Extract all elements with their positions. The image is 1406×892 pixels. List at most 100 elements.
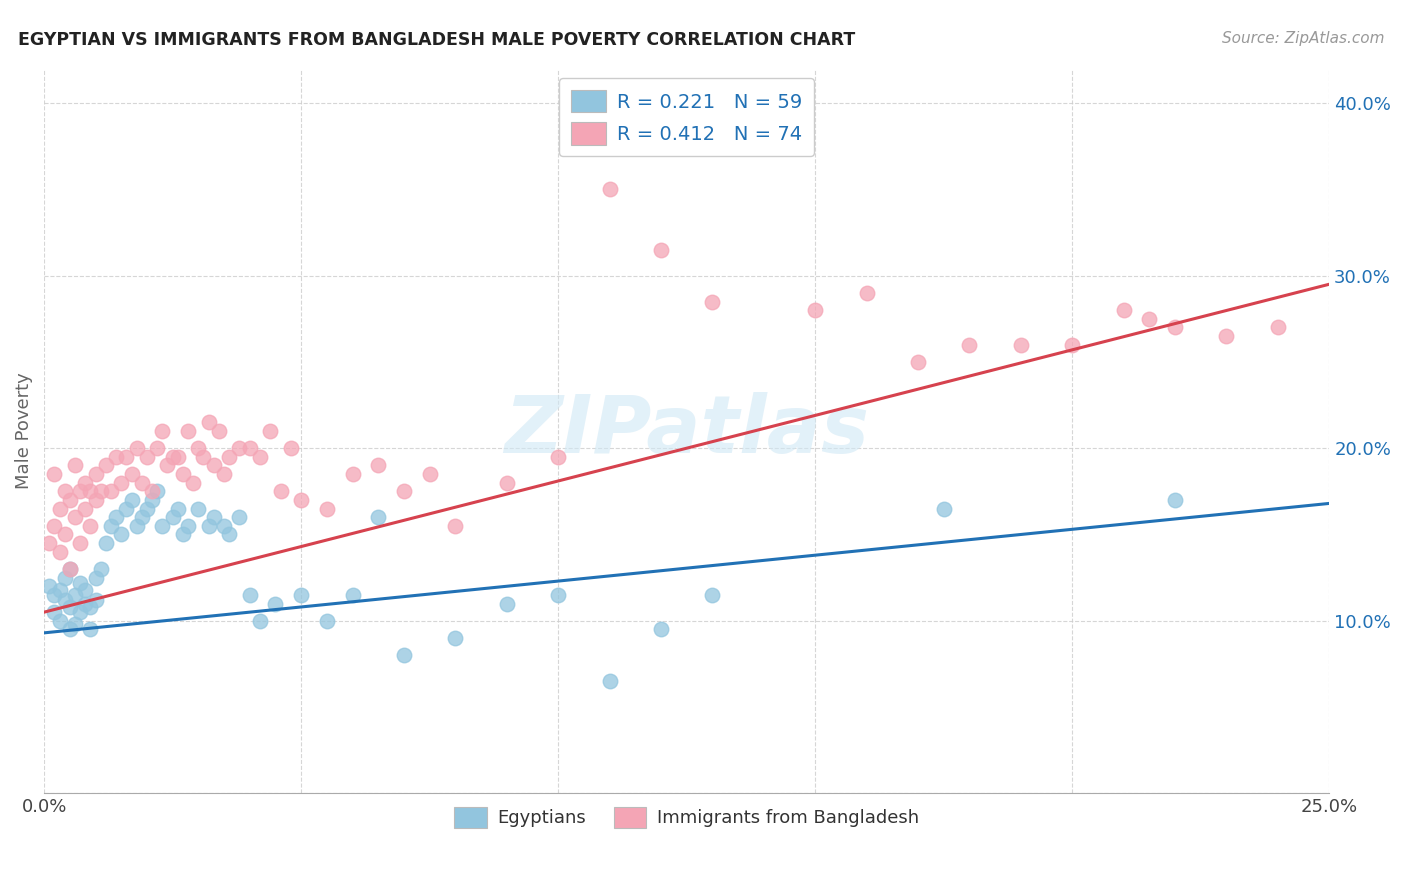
Point: [48, 501, 70, 516]
Point: [1010, 337, 1032, 351]
Point: [105, 450, 128, 464]
Point: [146, 484, 169, 499]
Point: [290, 492, 312, 507]
Point: [650, 623, 672, 637]
Point: [162, 450, 184, 464]
Point: [212, 519, 235, 533]
Point: [212, 467, 235, 481]
Point: [59, 562, 82, 576]
Y-axis label: Male Poverty: Male Poverty: [15, 373, 32, 490]
Point: [135, 450, 157, 464]
Point: [367, 510, 389, 524]
Point: [125, 519, 148, 533]
Point: [48, 582, 70, 597]
Point: [141, 484, 163, 499]
Point: [53, 593, 76, 607]
Point: [218, 527, 240, 541]
Point: [59, 599, 82, 614]
Point: [907, 355, 929, 369]
Point: [84, 571, 107, 585]
Point: [53, 571, 76, 585]
Point: [239, 588, 262, 602]
Point: [197, 519, 219, 533]
Point: [162, 510, 184, 524]
Text: ZIPatlas: ZIPatlas: [505, 392, 869, 470]
Point: [84, 492, 107, 507]
Point: [181, 475, 204, 490]
Point: [187, 501, 209, 516]
Point: [197, 415, 219, 429]
Point: [280, 441, 302, 455]
Point: [105, 510, 128, 524]
Point: [63, 588, 86, 602]
Point: [193, 450, 215, 464]
Point: [599, 182, 621, 196]
Point: [702, 588, 724, 602]
Point: [44, 467, 66, 481]
Point: [1137, 311, 1160, 326]
Point: [239, 441, 262, 455]
Point: [1215, 329, 1237, 343]
Point: [115, 501, 138, 516]
Point: [264, 597, 287, 611]
Legend: Egyptians, Immigrants from Bangladesh: Egyptians, Immigrants from Bangladesh: [447, 800, 927, 835]
Point: [90, 562, 112, 576]
Point: [79, 623, 101, 637]
Point: [48, 545, 70, 559]
Point: [177, 424, 200, 438]
Point: [63, 458, 86, 473]
Point: [156, 458, 179, 473]
Point: [804, 303, 827, 318]
Point: [932, 501, 955, 516]
Point: [392, 648, 415, 663]
Point: [69, 605, 91, 619]
Point: [38, 536, 60, 550]
Point: [547, 588, 569, 602]
Point: [208, 424, 231, 438]
Point: [650, 243, 672, 257]
Point: [75, 597, 97, 611]
Point: [75, 582, 97, 597]
Point: [79, 484, 101, 499]
Point: [495, 597, 517, 611]
Point: [547, 450, 569, 464]
Point: [75, 475, 97, 490]
Point: [100, 519, 122, 533]
Point: [63, 510, 86, 524]
Point: [392, 484, 415, 499]
Point: [125, 441, 148, 455]
Point: [259, 424, 281, 438]
Point: [94, 458, 117, 473]
Point: [53, 484, 76, 499]
Point: [1112, 303, 1135, 318]
Point: [249, 614, 271, 628]
Point: [444, 631, 467, 645]
Point: [63, 617, 86, 632]
Point: [419, 467, 441, 481]
Point: [69, 575, 91, 590]
Point: [166, 450, 188, 464]
Point: [69, 536, 91, 550]
Point: [315, 501, 337, 516]
Point: [59, 492, 82, 507]
Point: [131, 510, 153, 524]
Point: [855, 285, 877, 300]
Point: [166, 501, 188, 516]
Point: [79, 599, 101, 614]
Point: [177, 519, 200, 533]
Point: [172, 527, 194, 541]
Point: [249, 450, 271, 464]
Point: [495, 475, 517, 490]
Point: [342, 467, 364, 481]
Point: [84, 593, 107, 607]
Point: [48, 614, 70, 628]
Point: [121, 492, 143, 507]
Point: [115, 450, 138, 464]
Point: [187, 441, 209, 455]
Point: [121, 467, 143, 481]
Point: [202, 510, 225, 524]
Point: [702, 294, 724, 309]
Point: [90, 484, 112, 499]
Point: [59, 623, 82, 637]
Point: [1164, 492, 1187, 507]
